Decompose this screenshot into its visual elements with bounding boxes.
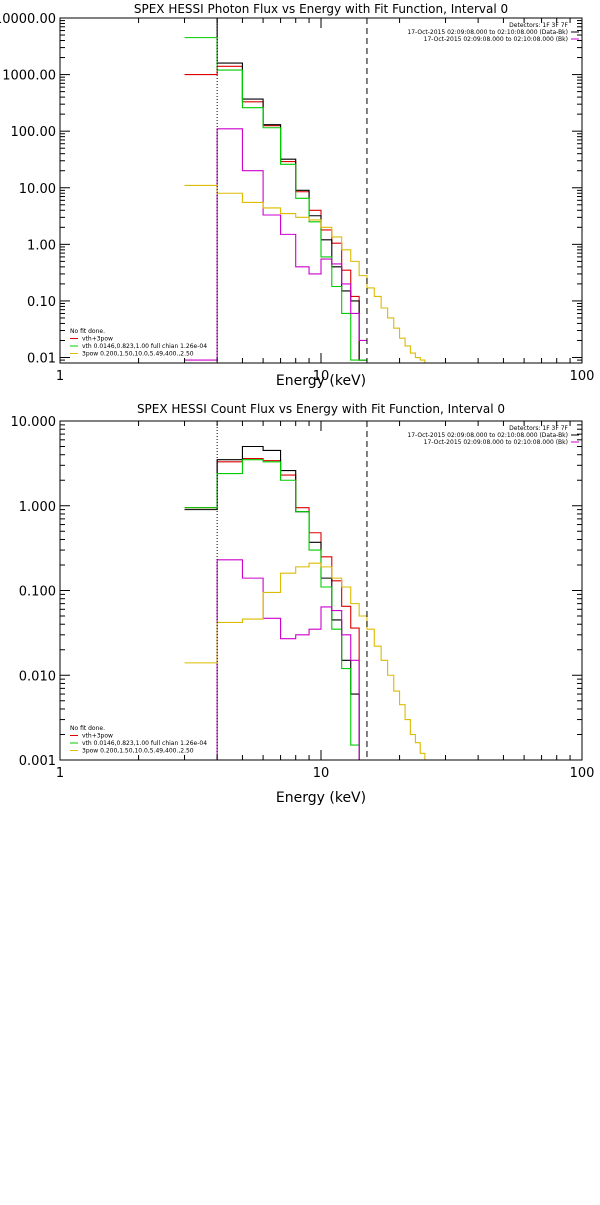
y-tick-label: 100.00 [11,125,57,140]
y-tick-label: 0.001 [19,754,56,769]
series-line-0 [184,458,367,760]
legend-top-entry: 17-Oct-2015 02:09:08.000 to 02:10:08.000… [407,29,568,36]
series-group [184,18,438,363]
legend-top-entry: 17-Oct-2015 02:09:08.000 to 02:10:08.000… [424,36,568,43]
legend-bottom-entry: No fit done. [70,725,105,732]
y-tick-label: 0.010 [19,669,56,684]
series-line-2 [184,37,367,361]
legend-top-entry: 17-Oct-2015 02:09:08.000 to 02:10:08.000… [424,439,568,446]
chart-title: SPEX HESSI Photon Flux vs Energy with Fi… [134,2,508,16]
x-tick-label: 100 [570,369,595,384]
chart-panel-1: SPEX HESSI Count Flux vs Energy with Fit… [11,402,595,806]
legend-bottom-entry: vth 0.0146,0.823,1.00 full chian 1.26e-0… [82,343,207,350]
y-tick-label: 10.00 [19,182,56,197]
series-line-1 [184,18,367,361]
y-tick-label: 1.00 [27,238,56,253]
y-tick-label: 0.01 [27,352,56,367]
chart-title: SPEX HESSI Count Flux vs Energy with Fit… [137,402,505,416]
legend-bottom-entry: vth 0.0146,0.823,1.00 full chian 1.26e-0… [82,740,207,747]
x-axis-label: Energy (keV) [276,790,366,806]
plot-frame [59,420,583,761]
x-tick-label: 1 [56,369,64,384]
x-tick-label: 1 [56,766,64,781]
legend-bottom-entry: 3pow 0.200,1.50,10.0,5.49,400.,2.50 [82,748,194,755]
x-tick-label: 10 [313,369,330,384]
y-tick-label: 1.000 [19,500,56,515]
series-line-2 [184,459,367,760]
legend-top-entry: Detectors: 1F 3F 7F [509,22,568,29]
series-line-4 [184,562,438,760]
legend-bottom-entry: vth+3pow [82,733,113,740]
series-line-3 [184,559,367,760]
legend-top-entry: 17-Oct-2015 02:09:08.000 to 02:10:08.000… [407,432,568,439]
legend-top-entry: Detectors: 1F 3F 7F [509,425,568,432]
series-group [184,445,438,760]
plot-frame [59,17,583,364]
legend-bottom-entry: 3pow 0.200,1.50,10.0,5.49,400.,2.50 [82,351,194,358]
series-line-3 [184,128,367,361]
chart-panel-0: SPEX HESSI Photon Flux vs Energy with Fi… [0,2,594,389]
legend-bottom-entry: vth+3pow [82,336,113,343]
series-line-0 [184,65,367,361]
y-tick-label: 0.10 [27,295,56,310]
y-tick-label: 10000.00 [0,12,56,27]
legend-bottom-entry: No fit done. [70,328,105,335]
y-tick-label: 10.000 [11,415,57,430]
x-axis-label: Energy (keV) [276,373,366,389]
y-tick-label: 1000.00 [2,69,56,84]
y-tick-label: 0.100 [19,585,56,600]
series-line-1 [184,445,367,760]
x-tick-label: 10 [313,766,330,781]
x-tick-label: 100 [570,766,595,781]
